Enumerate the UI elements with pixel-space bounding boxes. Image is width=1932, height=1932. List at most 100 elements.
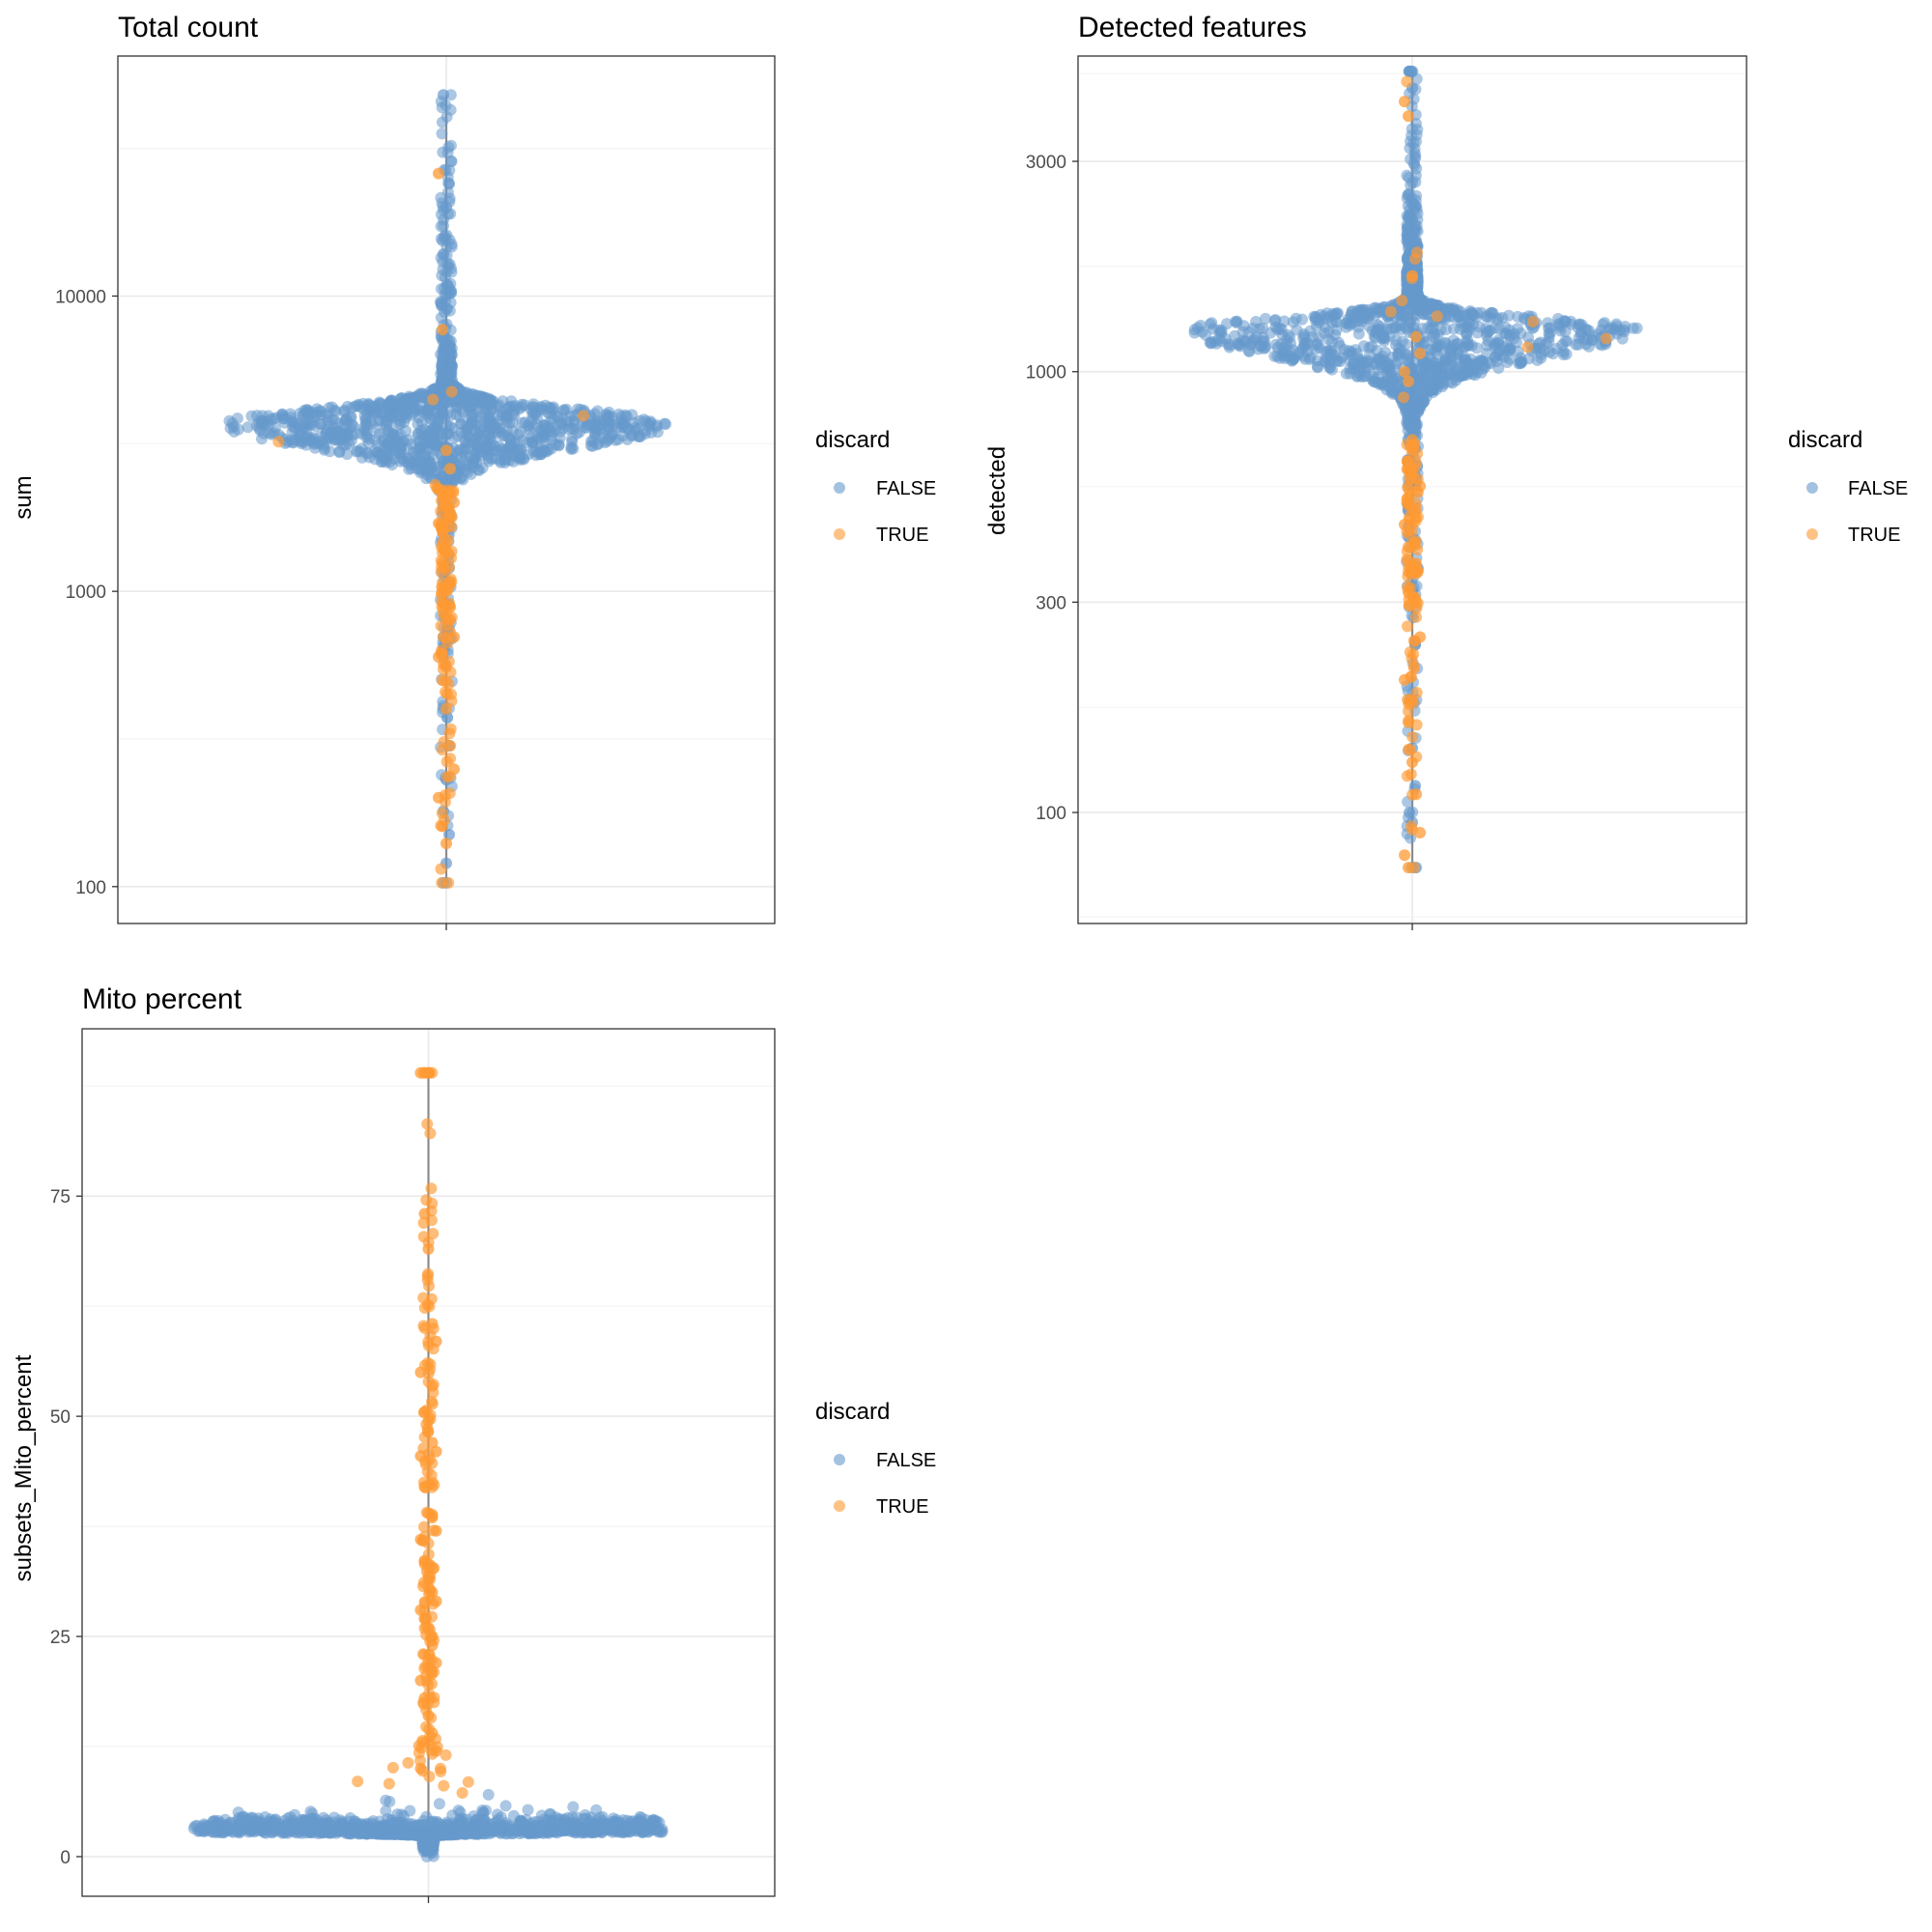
- point-false: [481, 440, 493, 453]
- point-true: [1401, 75, 1413, 88]
- point-true: [426, 1639, 439, 1652]
- point-false: [449, 395, 462, 408]
- point-false: [412, 444, 424, 457]
- point-true: [423, 1453, 436, 1465]
- point-true: [423, 1280, 435, 1293]
- point-true: [436, 807, 448, 819]
- point-false: [218, 1820, 231, 1832]
- y-tick-label: 25: [50, 1628, 71, 1648]
- point-false: [427, 448, 440, 461]
- point-false: [658, 417, 670, 430]
- point-false: [445, 156, 458, 168]
- point-false: [1350, 370, 1363, 383]
- point-false: [350, 445, 362, 458]
- point-false: [1312, 361, 1324, 374]
- point-false: [315, 418, 327, 431]
- point-true: [1414, 480, 1426, 493]
- point-true: [422, 1426, 435, 1438]
- point-true: [1399, 849, 1410, 862]
- point-false: [1618, 326, 1631, 338]
- point-false: [626, 409, 639, 421]
- point-true: [352, 1776, 364, 1788]
- legend-label-false: FALSE: [876, 478, 936, 499]
- point-false: [1435, 339, 1447, 352]
- point-true: [440, 1748, 452, 1761]
- point-false: [1269, 314, 1282, 326]
- point-false: [497, 1821, 510, 1833]
- y-tick-label: 100: [75, 878, 106, 898]
- point-false: [299, 439, 312, 451]
- point-false: [1503, 353, 1516, 365]
- point-false: [332, 434, 345, 446]
- point-false: [610, 1816, 622, 1829]
- point-false: [502, 431, 514, 443]
- point-true: [414, 1450, 427, 1463]
- point-false: [654, 1825, 667, 1837]
- point-false: [286, 1816, 298, 1829]
- point-false: [515, 401, 527, 413]
- point-false: [1534, 336, 1547, 349]
- point-true: [1403, 110, 1414, 123]
- point-false: [242, 421, 254, 434]
- point-false: [340, 412, 353, 425]
- point-false: [1409, 219, 1421, 231]
- point-false: [1324, 348, 1337, 359]
- point-false: [1353, 354, 1366, 366]
- point-false: [1377, 351, 1389, 362]
- point-true: [445, 552, 457, 564]
- point-true: [421, 1270, 434, 1282]
- point-false: [1278, 315, 1291, 327]
- point-true: [448, 497, 460, 509]
- legend-title: discard: [815, 427, 890, 453]
- point-false: [567, 1801, 580, 1813]
- point-true: [386, 1761, 399, 1774]
- point-false: [1219, 332, 1232, 345]
- point-true: [421, 1465, 434, 1478]
- point-true: [437, 492, 449, 504]
- point-false: [324, 445, 336, 458]
- point-false: [1423, 344, 1435, 355]
- point-false: [1407, 136, 1420, 149]
- point-false: [1322, 326, 1335, 338]
- point-true: [426, 1586, 439, 1599]
- point-false: [1243, 345, 1256, 357]
- point-true: [418, 1691, 431, 1704]
- point-false: [438, 89, 449, 101]
- point-false: [384, 411, 397, 423]
- point-false: [1493, 323, 1506, 335]
- point-false: [263, 427, 275, 440]
- point-true: [444, 463, 456, 475]
- data-points: [187, 1066, 668, 1862]
- point-false: [1404, 65, 1415, 77]
- point-false: [462, 429, 474, 441]
- point-false: [544, 408, 556, 420]
- point-false: [481, 1823, 494, 1835]
- point-false: [1344, 362, 1356, 375]
- point-true: [422, 1242, 435, 1255]
- point-false: [499, 1800, 512, 1812]
- point-true: [416, 1736, 429, 1748]
- point-true: [433, 517, 444, 529]
- point-true: [426, 1398, 439, 1410]
- point-false: [1325, 363, 1338, 376]
- point-false: [560, 403, 573, 415]
- point-false: [279, 1826, 292, 1838]
- point-true: [1414, 347, 1426, 359]
- point-false: [1260, 312, 1271, 325]
- point-false: [286, 434, 298, 446]
- point-false: [492, 444, 504, 457]
- point-true: [1384, 305, 1397, 318]
- point-false: [248, 1821, 261, 1833]
- point-false: [1417, 356, 1430, 369]
- point-false: [1388, 364, 1401, 377]
- y-axis-title: subsets_Mito_percent: [11, 1354, 37, 1581]
- point-true: [433, 791, 444, 804]
- legend-label-true: TRUE: [876, 1496, 928, 1518]
- point-true: [1403, 541, 1414, 554]
- point-false: [412, 427, 424, 440]
- point-true: [1403, 716, 1414, 728]
- point-true: [422, 1621, 435, 1634]
- point-false: [436, 128, 448, 140]
- point-false: [1271, 324, 1284, 336]
